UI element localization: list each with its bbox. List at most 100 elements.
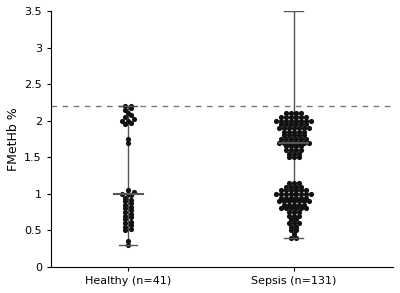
Point <box>296 155 302 160</box>
Point <box>298 118 304 123</box>
Point <box>278 195 284 200</box>
Point <box>128 205 134 209</box>
Point <box>290 180 297 185</box>
Point <box>128 197 134 202</box>
Point <box>288 118 294 123</box>
Point <box>283 122 290 127</box>
Point <box>298 206 304 211</box>
Point <box>293 224 300 229</box>
Point <box>296 214 302 218</box>
Point <box>298 192 304 196</box>
Point <box>122 221 128 226</box>
Point <box>128 105 134 110</box>
Point <box>300 129 307 134</box>
Point <box>293 184 300 189</box>
Point <box>125 243 131 247</box>
Point <box>283 111 290 116</box>
Point <box>293 195 300 200</box>
Point <box>290 221 297 226</box>
Point <box>300 133 307 138</box>
Point <box>278 118 284 123</box>
Point <box>296 140 302 145</box>
Point <box>128 227 134 231</box>
Point <box>303 115 309 119</box>
Point <box>125 118 131 123</box>
Point <box>293 206 300 211</box>
Point <box>303 188 309 193</box>
Point <box>122 195 128 200</box>
Point <box>306 126 312 130</box>
Point <box>283 144 290 149</box>
Point <box>286 133 292 138</box>
Point <box>306 140 312 145</box>
Point <box>296 129 302 134</box>
Point <box>288 217 294 222</box>
Point <box>288 224 294 229</box>
Point <box>286 214 292 218</box>
Point <box>128 200 134 205</box>
Point <box>125 192 131 196</box>
Point <box>125 188 131 193</box>
Point <box>303 122 309 127</box>
Point <box>298 137 304 141</box>
Point <box>128 113 134 117</box>
Point <box>296 126 302 130</box>
Point <box>303 206 309 211</box>
Point <box>283 195 290 200</box>
Point <box>122 107 128 112</box>
Point <box>278 206 284 211</box>
Point <box>288 184 294 189</box>
Point <box>283 184 290 189</box>
Point <box>308 192 314 196</box>
Point <box>128 222 134 227</box>
Point <box>286 151 292 156</box>
Point <box>303 192 309 196</box>
Point <box>128 212 134 217</box>
Point <box>122 214 128 218</box>
Point <box>293 111 300 116</box>
Point <box>288 111 294 116</box>
Point <box>303 118 309 123</box>
Point <box>296 199 302 204</box>
Point <box>122 224 128 229</box>
Point <box>288 195 294 200</box>
Point <box>288 228 294 233</box>
Point <box>280 140 287 145</box>
Point <box>280 126 287 130</box>
Point <box>278 188 284 193</box>
Point <box>308 118 314 123</box>
Point <box>125 140 131 145</box>
Point <box>280 202 287 207</box>
Point <box>290 129 297 134</box>
Point <box>293 235 300 240</box>
Point <box>286 155 292 160</box>
Point <box>122 199 128 204</box>
Point <box>293 144 300 149</box>
Point <box>290 199 297 204</box>
Point <box>290 232 297 236</box>
Point <box>296 202 302 207</box>
Point <box>298 148 304 152</box>
Point <box>288 206 294 211</box>
Point <box>286 210 292 214</box>
Point <box>283 137 290 141</box>
Point <box>296 210 302 214</box>
Point <box>280 133 287 138</box>
Point <box>300 199 307 204</box>
Point <box>290 210 297 214</box>
Point <box>306 199 312 204</box>
Point <box>298 115 304 119</box>
Point <box>298 111 304 116</box>
Y-axis label: FMetHb %: FMetHb % <box>7 107 20 171</box>
Point <box>283 192 290 196</box>
Point <box>125 111 131 116</box>
Point <box>122 202 128 207</box>
Point <box>288 137 294 141</box>
Point <box>298 195 304 200</box>
Point <box>298 184 304 189</box>
Point <box>300 202 307 207</box>
Point <box>286 221 292 226</box>
Point <box>278 122 284 127</box>
Point <box>131 190 137 195</box>
Point <box>283 188 290 193</box>
